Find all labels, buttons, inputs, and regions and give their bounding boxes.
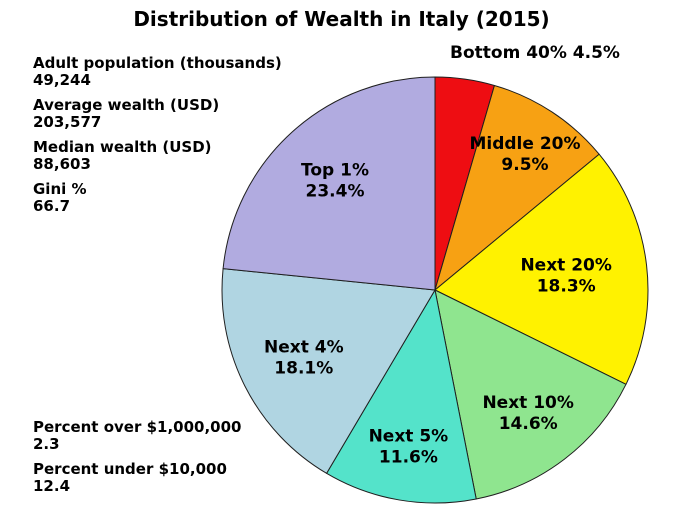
stat-item-median-wealth-usd: Median wealth (USD) 88,603 [33,139,282,173]
pie-label-bottom-40: Bottom 40% 4.5% [450,43,620,63]
stat-label: Gini % [33,180,87,198]
pie-label-next-10: Next 10% 14.6% [482,393,573,434]
pie-label-next-4: Next 4% 18.1% [264,337,344,378]
stat-item-percent-under-10-000: Percent under $10,000 12.4 [33,461,241,495]
stat-label: Average wealth (USD) [33,96,220,114]
stat-value: 88,603 [33,155,91,173]
stat-label: Adult population (thousands) [33,54,282,72]
stat-item-average-wealth-usd: Average wealth (USD) 203,577 [33,97,282,131]
stats-top: Adult population (thousands) 49,244 Averag… [33,55,282,223]
stat-value: 12.4 [33,477,71,495]
stat-item-gini: Gini % 66.7 [33,181,282,215]
pie-slice-next-20 [434,153,649,385]
stat-value: 2.3 [33,435,60,453]
chart-title: Distribution of Wealth in Italy (2015) [133,7,550,31]
pie-label-next-5: Next 5% 11.6% [369,426,449,467]
pie-slice-next-4 [221,268,436,474]
stat-value: 203,577 [33,113,102,131]
pie-label-middle-20: Middle 20% 9.5% [469,134,580,175]
pie-label-top-1: Top 1% 23.4% [301,160,369,201]
stat-value: 66.7 [33,197,71,215]
stat-item-adult-population-thousands: Adult population (thousands) 49,244 [33,55,282,89]
stats-bottom: Percent over $1,000,000 2.3 Percent under … [33,419,241,503]
pie-label-next-20: Next 20% 18.3% [520,256,611,297]
stat-label: Median wealth (USD) [33,138,212,156]
pie-slice-middle-20 [434,84,600,291]
pie-slice-next-5 [326,289,477,504]
stat-label: Percent under $10,000 [33,460,227,478]
stat-value: 49,244 [33,71,91,89]
stat-label: Percent over $1,000,000 [33,418,242,436]
pie-slice-top-1 [222,76,436,291]
stat-item-percent-over-1-000-000: Percent over $1,000,000 2.3 [33,419,241,453]
pie-slice-next-10 [434,289,627,500]
